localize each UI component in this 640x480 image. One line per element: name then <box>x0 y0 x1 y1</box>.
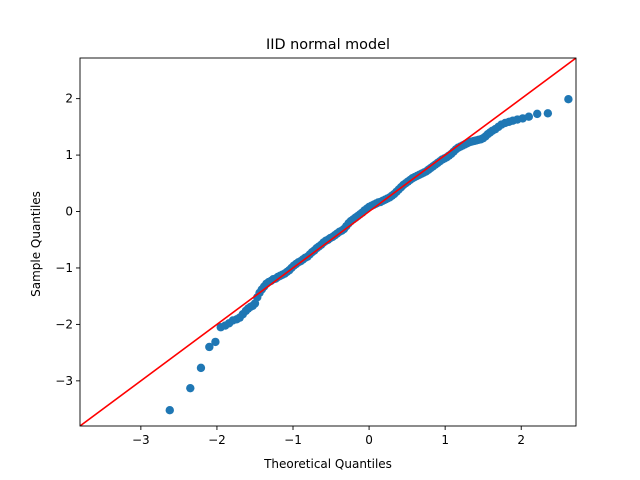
data-points <box>165 95 573 415</box>
y-tick-label: −1 <box>55 261 73 275</box>
reference-line <box>80 58 576 426</box>
plot-area <box>79 57 577 427</box>
y-tick-label: 2 <box>65 92 73 106</box>
data-point <box>533 109 542 119</box>
data-point <box>524 112 534 121</box>
x-tick-label: −1 <box>284 433 302 447</box>
x-tick-label: 0 <box>365 433 373 447</box>
y-axis-label: Sample Quantiles <box>29 191 43 297</box>
x-tick-label: −3 <box>132 433 150 447</box>
data-point <box>543 109 553 118</box>
data-point <box>196 363 206 373</box>
data-point <box>165 406 174 415</box>
x-axis-label: Theoretical Quantiles <box>263 457 392 471</box>
y-tick-label: 0 <box>65 205 73 219</box>
data-point <box>205 342 214 352</box>
data-point <box>186 383 195 393</box>
x-axis-ticks: −3 −2 −1 0 1 2 <box>132 426 525 447</box>
y-axis-ticks: −3 −2 −1 0 1 2 <box>55 92 80 388</box>
y-tick-label: −2 <box>55 317 73 331</box>
chart-title: IID normal model <box>266 37 390 53</box>
data-point <box>211 337 220 347</box>
data-point <box>564 95 573 104</box>
x-tick-label: −2 <box>208 433 226 447</box>
x-tick-label: 2 <box>517 433 525 447</box>
y-tick-label: −3 <box>55 374 73 388</box>
axes-frame <box>79 57 577 427</box>
y-tick-label: 1 <box>65 148 73 162</box>
x-tick-label: 1 <box>441 433 449 447</box>
